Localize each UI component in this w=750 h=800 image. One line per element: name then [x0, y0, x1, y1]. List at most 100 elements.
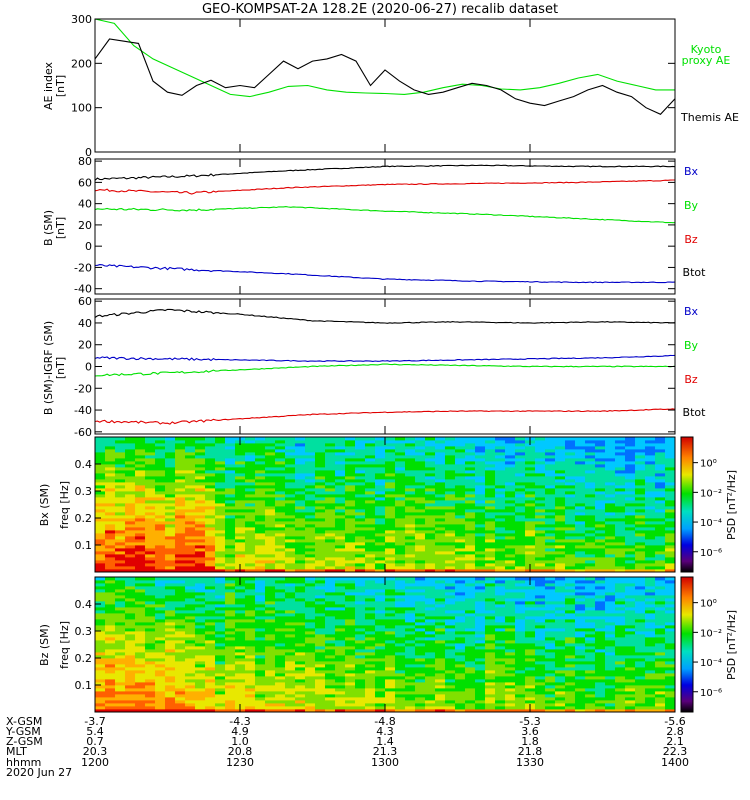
- specbx-cell: [355, 446, 366, 450]
- specbx-cell: [175, 530, 186, 534]
- specbz-cell: [535, 631, 546, 635]
- specbz-cell: [225, 646, 236, 650]
- specbz-cell: [315, 616, 326, 620]
- specbz-cell: [135, 625, 146, 629]
- specbx-cell: [275, 533, 286, 537]
- specbz-cell: [485, 652, 496, 656]
- specbz-cell: [95, 685, 106, 689]
- specbx-cell: [565, 569, 576, 573]
- specbz-cell: [195, 649, 206, 653]
- specbz-cell: [115, 679, 126, 683]
- specbx-cell: [595, 476, 606, 480]
- specbx-cell: [375, 569, 386, 573]
- specbz-cell: [375, 649, 386, 653]
- specbx-cell: [565, 548, 576, 552]
- specbx-cell: [265, 548, 276, 552]
- specbx-cell: [365, 566, 376, 570]
- specbx-cell: [115, 437, 126, 441]
- specbx-cell: [215, 485, 226, 489]
- specbx-cell: [195, 551, 206, 555]
- specbx-cell: [465, 494, 476, 498]
- specbx-cell: [435, 536, 446, 540]
- specbz-cell: [355, 583, 366, 587]
- specbz-cell: [445, 703, 456, 707]
- specbz-cell: [185, 703, 196, 707]
- specbx-cell: [575, 554, 586, 558]
- specbz-cell: [465, 673, 476, 677]
- specbz-cell: [285, 709, 296, 713]
- specbx-cell: [245, 497, 256, 501]
- specbz-cell: [365, 628, 376, 632]
- specbz-cell: [385, 580, 396, 584]
- specbz-cell: [285, 673, 296, 677]
- specbx-cell: [275, 470, 286, 474]
- specbx-cell: [585, 455, 596, 459]
- specbx-cell: [405, 521, 416, 525]
- specbx-cell: [325, 500, 336, 504]
- specbz-cell: [325, 607, 336, 611]
- specbz-cell: [445, 613, 456, 617]
- specbx-cell: [545, 521, 556, 525]
- specbz-cell: [585, 613, 596, 617]
- specbz-cell: [575, 655, 586, 659]
- specbz-cell: [545, 664, 556, 668]
- specbz-cell: [195, 598, 206, 602]
- specbz-cell: [425, 580, 436, 584]
- specbx-cell: [275, 503, 286, 507]
- specbz-cell: [465, 706, 476, 710]
- specbz-cell: [415, 607, 426, 611]
- specbx-cell: [345, 545, 356, 549]
- specbx-cell: [545, 524, 556, 528]
- specbx-cell: [395, 554, 406, 558]
- specbz-cell: [295, 628, 306, 632]
- specbx-cell: [615, 521, 626, 525]
- specbx-cell: [625, 449, 636, 453]
- specbz-cell: [115, 628, 126, 632]
- specbx-cell: [535, 560, 546, 564]
- specbx-cell: [185, 494, 196, 498]
- specbx-cell: [525, 500, 536, 504]
- specbz-cell: [175, 580, 186, 584]
- specbz-cell: [305, 709, 316, 713]
- specbz-cell: [455, 601, 466, 605]
- specbx-cell: [365, 479, 376, 483]
- specbz-cell: [225, 613, 236, 617]
- specbz-cell: [445, 622, 456, 626]
- specbx-cell: [475, 554, 486, 558]
- specbz-cell: [145, 661, 156, 665]
- specbz-cell: [265, 682, 276, 686]
- specbx-cell: [195, 494, 206, 498]
- specbx-cell: [415, 437, 426, 441]
- specbz-cell: [245, 583, 256, 587]
- specbz-cell: [505, 703, 516, 707]
- specbx-cell: [375, 530, 386, 534]
- specbx-cell: [225, 482, 236, 486]
- specbz-cell: [535, 685, 546, 689]
- specbz-cell: [575, 628, 586, 632]
- specbz-cell: [235, 679, 246, 683]
- specbx-cell: [115, 530, 126, 534]
- specbx-cell: [485, 488, 496, 492]
- specbx-cell: [585, 464, 596, 468]
- specbx-cell: [115, 515, 126, 519]
- specbx-cell: [95, 563, 106, 567]
- specbz-cell: [555, 700, 566, 704]
- specbx-cell: [205, 563, 216, 567]
- specbx-cell: [175, 479, 186, 483]
- specbx-cell: [555, 482, 566, 486]
- specbz-cell: [385, 595, 396, 599]
- specbx-cell: [105, 515, 116, 519]
- specbx-cell: [235, 464, 246, 468]
- specbx-cell: [425, 449, 436, 453]
- specbx-cell: [215, 452, 226, 456]
- specbz-cell: [145, 700, 156, 704]
- specbx-cell: [215, 542, 226, 546]
- specbz-cell: [325, 649, 336, 653]
- specbx-cell: [395, 533, 406, 537]
- specbx-cell: [565, 512, 576, 516]
- specbx-cell: [595, 551, 606, 555]
- specbx-cell: [335, 533, 346, 537]
- specbz-cell: [255, 631, 266, 635]
- specbx-cell: [275, 563, 286, 567]
